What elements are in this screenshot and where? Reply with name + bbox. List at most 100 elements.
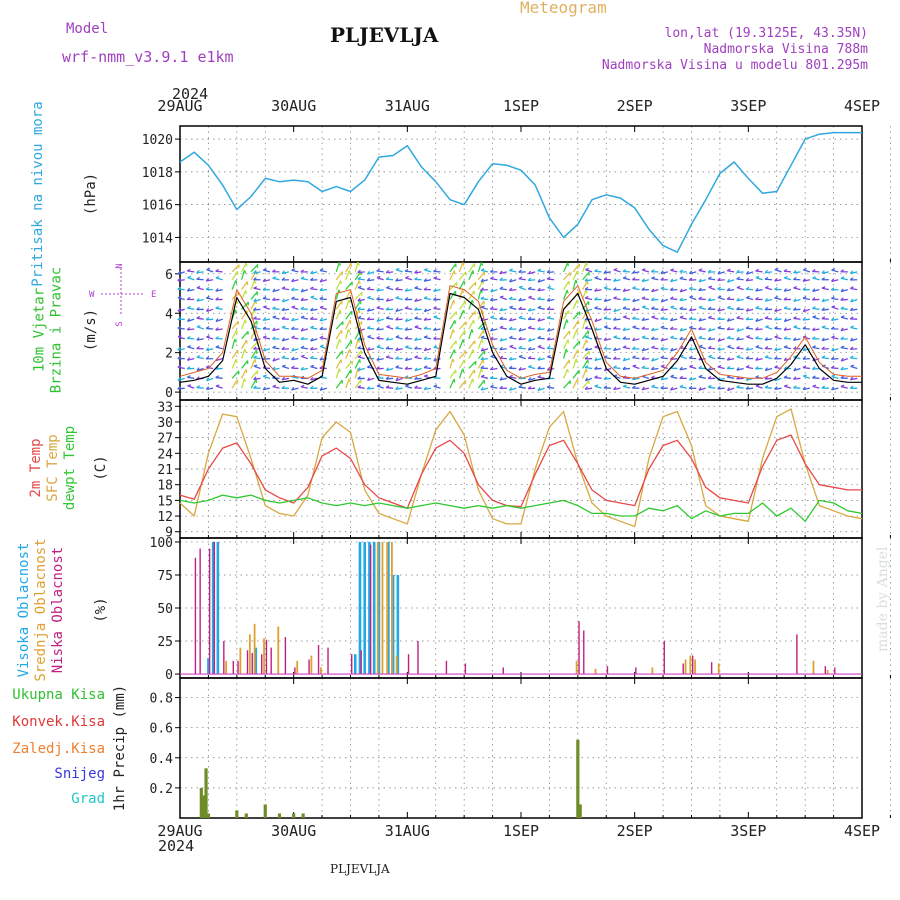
wind-arrow-head — [376, 326, 380, 331]
wind-arrow — [547, 278, 555, 281]
wind-arrow — [651, 308, 659, 310]
wind-arrow-head — [291, 347, 295, 352]
wind-arrow-head — [528, 364, 532, 368]
wind-arrow-head — [196, 298, 200, 302]
wind-arrow — [458, 350, 467, 360]
wind-arrow-head — [594, 345, 599, 348]
wind-arrow-head — [689, 364, 693, 368]
wind-arrow — [746, 327, 754, 330]
wind-arrow-head — [679, 288, 683, 293]
wind-arrow-head — [196, 337, 200, 341]
wind-arrow-head — [243, 269, 247, 274]
wind-arrow — [395, 336, 403, 340]
wind-arrow — [187, 346, 195, 350]
wind-arrow-head — [527, 355, 532, 359]
wind-arrow — [727, 307, 735, 310]
wind-arrow — [783, 307, 792, 310]
y-tick-label: 50 — [157, 602, 173, 617]
wind-arrow-head — [641, 356, 645, 360]
cloud-bar — [223, 641, 225, 675]
wind-arrow — [802, 297, 811, 301]
wind-arrow-head — [660, 355, 665, 359]
wind-arrow-head — [546, 306, 551, 310]
wind-arrow-head — [849, 385, 854, 389]
wind-arrow — [291, 348, 299, 352]
wind-arrow-head — [452, 358, 455, 363]
wind-arrow — [518, 317, 526, 320]
wind-arrow — [679, 347, 687, 350]
x-date-label-top: 4SEP — [844, 97, 880, 115]
wind-arrow-head — [414, 286, 419, 289]
wind-arrow-head — [527, 270, 532, 275]
wind-arrow-head — [527, 377, 532, 381]
wind-arrow — [357, 286, 365, 291]
wind-arrow-head — [641, 386, 645, 391]
wind-arrow-head — [395, 386, 399, 390]
wind-arrow-head — [423, 278, 427, 282]
wind-arrow-head — [433, 357, 437, 362]
wind-arrow — [660, 348, 668, 351]
wind-arrow — [850, 298, 858, 303]
wind-arrow — [319, 288, 327, 292]
wind-arrow-head — [404, 345, 409, 348]
wind-arrow-head — [186, 287, 191, 292]
wind-arrow-head — [300, 297, 304, 301]
cloud-bar — [651, 667, 654, 675]
wind-arrow-head — [688, 277, 693, 281]
wind-arrow — [395, 366, 403, 370]
wind-arrow-head — [404, 336, 409, 340]
wind-arrow — [215, 318, 223, 323]
wind-arrow — [281, 348, 289, 351]
wind-arrow-head — [717, 355, 721, 359]
wind-arrow-head — [366, 307, 371, 312]
wind-arrow — [424, 387, 432, 391]
wind-arrow-head — [746, 334, 750, 338]
wind-arrow — [765, 287, 773, 291]
wind-arrow — [386, 367, 394, 372]
wind-arrow-head — [812, 375, 816, 379]
wind-arrow — [335, 329, 342, 340]
wind-arrow — [215, 357, 223, 362]
wind-arrow-head — [205, 317, 210, 321]
wind-arrow — [206, 297, 214, 301]
wind-arrow-head — [385, 337, 390, 341]
wind-arrow-head — [736, 354, 741, 358]
wind-arrow-head — [186, 268, 191, 272]
wind-arrow — [253, 287, 261, 291]
wind-arrow-head — [745, 325, 750, 329]
wind-arrow-head — [679, 327, 683, 332]
wind-arrow — [414, 298, 422, 303]
wind-arrow — [613, 297, 621, 301]
wind-arrow — [240, 319, 246, 330]
wind-arrow — [480, 298, 488, 301]
wind-arrow — [727, 357, 735, 361]
wind-arrow-head — [632, 355, 636, 359]
wind-arrow — [231, 271, 239, 281]
wind-arrow-head — [281, 355, 286, 359]
wind-arrow-head — [594, 318, 598, 322]
wind-arrow-head — [509, 374, 513, 378]
x-date-label-bottom: 31AUG — [385, 822, 430, 840]
wind-arrow — [345, 299, 350, 310]
wind-arrow-head — [245, 369, 248, 373]
wind-unit: (m/s) — [83, 309, 99, 351]
wind-arrow-head — [518, 276, 523, 280]
wind-arrow — [177, 297, 185, 301]
cloud-bar — [381, 541, 384, 675]
wind-arrow-head — [376, 366, 380, 370]
wind-arrow — [509, 269, 517, 273]
y-tick-label: 1016 — [142, 199, 173, 214]
wind-arrow — [282, 298, 290, 303]
precip-bar — [202, 795, 206, 818]
wind-arrow — [357, 356, 365, 360]
wind-arrow — [708, 386, 716, 389]
cloud-bar — [251, 652, 253, 675]
wind-arrow-head — [669, 287, 674, 291]
wind-arrow — [641, 387, 650, 391]
wind-arrow-head — [698, 305, 703, 309]
wind-arrow — [850, 365, 858, 370]
wind-arrow-head — [472, 320, 475, 324]
wind-arrow-head — [736, 367, 740, 371]
temp-series-line — [179, 408, 863, 528]
wind-arrow-head — [566, 289, 569, 294]
